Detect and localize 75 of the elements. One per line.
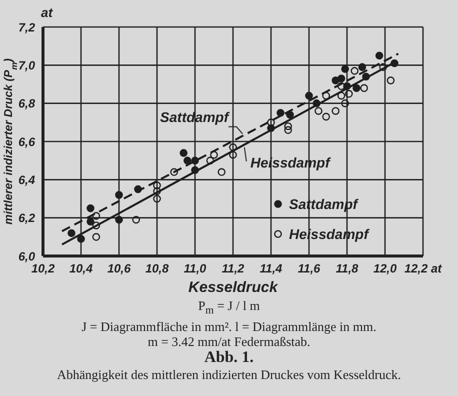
x-axis-title: Kesseldruck — [188, 279, 278, 296]
point — [345, 90, 353, 98]
x-tick-label: 10,2 — [31, 262, 55, 276]
point — [386, 76, 395, 84]
point — [86, 204, 94, 212]
x-tick-label: 12,0 — [373, 262, 397, 276]
y-tick-label: 6,8 — [18, 96, 36, 111]
text: at — [41, 5, 54, 20]
text: J = Diagrammfläche in mm². l = Diagrammlänge in mm. — [80, 318, 378, 334]
point — [322, 112, 330, 121]
point — [210, 150, 218, 159]
y-tick-label: 6,0 — [18, 249, 36, 264]
point — [390, 59, 398, 68]
y-tick-label: 6,6 — [18, 134, 36, 149]
text: P$_{m}$ = J / l m — [197, 298, 261, 319]
point — [77, 234, 85, 243]
point — [352, 84, 360, 92]
point — [180, 149, 188, 157]
point — [286, 110, 294, 119]
point — [92, 212, 100, 220]
point — [206, 156, 214, 164]
x-tick-label: 11,6 — [298, 262, 321, 276]
x-tick-label: 10,8 — [145, 262, 169, 276]
text: m = 3.42 mm/at Federmaßstab. — [148, 334, 310, 349]
point — [337, 92, 346, 100]
point — [322, 92, 330, 100]
point — [153, 194, 161, 203]
point — [350, 66, 358, 75]
point — [191, 156, 199, 164]
point — [115, 191, 123, 199]
x-tick-label: 10,4 — [69, 262, 93, 276]
y-tick-label: 6,2 — [18, 211, 36, 226]
point — [312, 99, 320, 108]
y-tick-label: 7,0 — [18, 58, 36, 72]
point — [115, 216, 123, 224]
point — [284, 122, 292, 130]
point — [362, 72, 370, 81]
point — [360, 84, 368, 92]
point — [92, 233, 100, 241]
point — [153, 187, 161, 196]
text: Abhängigkeit des mittleren indizierten Druckes vom Kesseldruck. — [56, 366, 402, 382]
point — [86, 218, 94, 226]
x-tick-label: 10,6 — [107, 262, 131, 276]
point — [92, 222, 100, 230]
x-tick-label: 12,2 at — [404, 262, 443, 276]
point — [305, 92, 313, 100]
point — [184, 156, 192, 164]
y-tick-label: 7,2 — [18, 20, 36, 34]
point — [276, 108, 284, 117]
point — [341, 99, 349, 108]
x-tick-label: 11,2 — [222, 262, 245, 276]
point — [284, 126, 292, 134]
point — [132, 216, 140, 224]
text: Abb. 1. — [203, 348, 255, 367]
point — [134, 185, 142, 194]
point — [358, 63, 366, 71]
point — [337, 74, 346, 82]
point — [267, 118, 275, 126]
x-tick-label: 11,8 — [336, 262, 359, 276]
point — [341, 65, 349, 73]
point — [229, 150, 237, 159]
point — [314, 107, 322, 115]
point — [375, 52, 384, 60]
point — [68, 229, 76, 237]
point — [218, 168, 226, 176]
x-tick-label: 11,4 — [260, 262, 283, 276]
point — [379, 63, 387, 71]
point — [170, 168, 178, 176]
y-tick-label: 6,4 — [18, 172, 36, 187]
point — [191, 166, 199, 174]
point — [332, 107, 340, 115]
point — [229, 143, 237, 152]
point — [337, 82, 346, 90]
point — [153, 181, 161, 190]
x-tick-label: 11,0 — [184, 262, 207, 276]
